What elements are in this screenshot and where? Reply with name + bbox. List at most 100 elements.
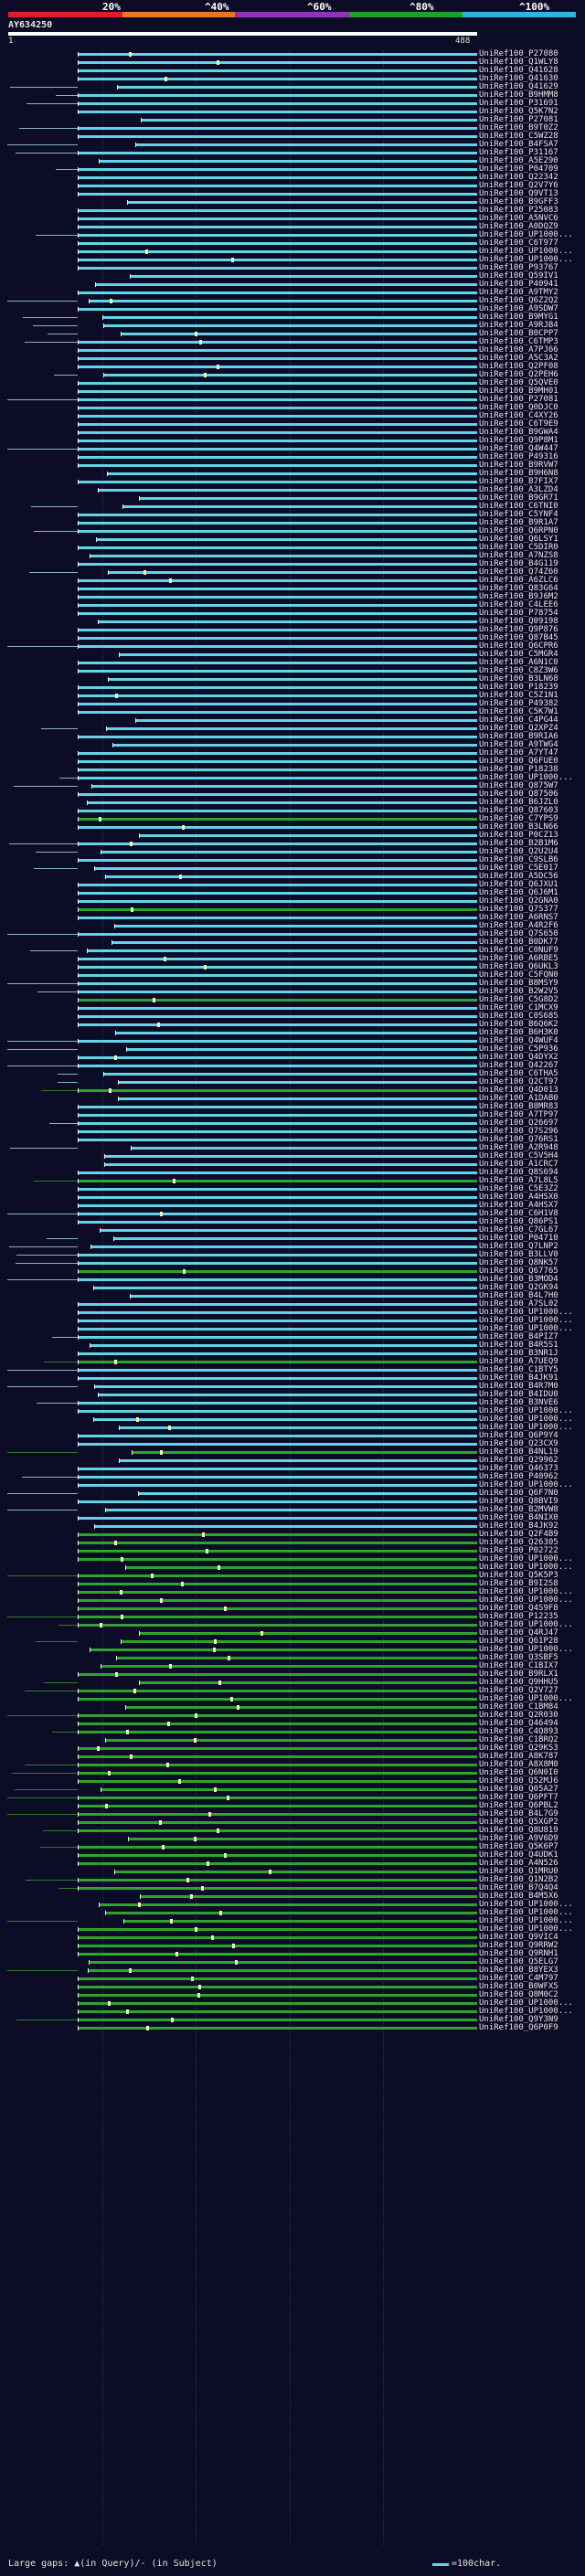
hit-label-link[interactable]: UniRef100_A7YT47 <box>479 748 558 758</box>
hit-bar[interactable] <box>77 1361 477 1363</box>
hit-label-link[interactable]: UniRef100_B9GFF3 <box>479 197 558 207</box>
hit-label-link[interactable]: UniRef100_A5C3A2 <box>479 354 558 363</box>
hit-bar[interactable] <box>77 604 477 607</box>
hit-label-link[interactable]: UniRef100_C1BM84 <box>479 1702 558 1712</box>
hit-label-link[interactable]: UniRef100_Q46494 <box>479 1719 558 1728</box>
hit-label-link[interactable]: UniRef100_B3LN66 <box>479 822 558 832</box>
hit-label-link[interactable]: UniRef100_Q59IV1 <box>479 271 558 281</box>
hit-bar[interactable] <box>77 1821 477 1824</box>
hit-bar[interactable] <box>77 843 477 845</box>
hit-label-link[interactable]: UniRef100_P04710 <box>479 1234 558 1243</box>
hit-bar[interactable] <box>77 1196 477 1199</box>
hit-bar[interactable] <box>77 1977 477 1980</box>
hit-bar[interactable] <box>122 505 477 508</box>
hit-bar[interactable] <box>77 1139 477 1141</box>
hit-bar[interactable] <box>117 1081 477 1084</box>
hit-label-link[interactable]: UniRef100_UP1000... <box>479 1924 573 1934</box>
hit-bar[interactable] <box>77 1311 477 1314</box>
hit-label-link[interactable]: UniRef100_Q76RS1 <box>479 1135 558 1144</box>
hit-label-link[interactable]: UniRef100_B0WFX5 <box>479 1982 558 1991</box>
hit-label-link[interactable]: UniRef100_P12235 <box>479 1612 558 1621</box>
hit-bar[interactable] <box>77 1320 477 1322</box>
hit-bar[interactable] <box>77 292 477 294</box>
hit-bar[interactable] <box>77 1171 477 1174</box>
hit-bar[interactable] <box>77 1698 477 1701</box>
hit-bar[interactable] <box>89 300 477 302</box>
hit-label-link[interactable]: UniRef100_Q9P8M1 <box>479 436 558 445</box>
hit-bar[interactable] <box>77 226 477 228</box>
hit-label-link[interactable]: UniRef100_UP1000... <box>479 1595 573 1605</box>
hit-label-link[interactable]: UniRef100_Q9RNH1 <box>479 1949 558 1958</box>
hit-bar[interactable] <box>77 1854 477 1857</box>
hit-label-link[interactable]: UniRef100_Q83G64 <box>479 584 558 593</box>
hit-label-link[interactable]: UniRef100_Q0DJC0 <box>479 403 558 412</box>
hit-label-link[interactable]: UniRef100_Q2R030 <box>479 1711 558 1720</box>
hit-label-link[interactable]: UniRef100_A2R948 <box>479 1143 558 1152</box>
hit-bar[interactable] <box>87 801 477 804</box>
hit-label-link[interactable]: UniRef100_B2W2V5 <box>479 987 558 996</box>
hit-bar[interactable] <box>77 1574 477 1577</box>
hit-label-link[interactable]: UniRef100_Q29962 <box>479 1456 558 1465</box>
hit-label-link[interactable]: UniRef100_B7FIX7 <box>479 477 558 486</box>
hit-label-link[interactable]: UniRef100_Q2V7Y6 <box>479 181 558 190</box>
hit-bar[interactable] <box>118 653 477 656</box>
hit-label-link[interactable]: UniRef100_P02722 <box>479 1546 558 1555</box>
hit-bar[interactable] <box>112 941 477 944</box>
hit-label-link[interactable]: UniRef100_B9H6N8 <box>479 469 558 478</box>
hit-label-link[interactable]: UniRef100_B4G119 <box>479 559 558 568</box>
hit-label-link[interactable]: UniRef100_Q5XGP2 <box>479 1818 558 1827</box>
hit-bar[interactable] <box>118 1459 477 1462</box>
hit-label-link[interactable]: UniRef100_Q23CX9 <box>479 1439 558 1448</box>
hit-label-link[interactable]: UniRef100_C5E3Z2 <box>479 1184 558 1193</box>
hit-bar[interactable] <box>90 1246 477 1248</box>
hit-bar[interactable] <box>77 1599 477 1602</box>
hit-label-link[interactable]: UniRef100_B9MH01 <box>479 387 558 396</box>
hit-bar[interactable] <box>101 851 477 853</box>
hit-label-link[interactable]: UniRef100_Q6Z2Q2 <box>479 296 558 305</box>
hit-label-link[interactable]: UniRef100_P49382 <box>479 699 558 708</box>
hit-bar[interactable] <box>77 1262 477 1265</box>
hit-label-link[interactable]: UniRef100_Q6CPR6 <box>479 641 558 651</box>
hit-bar[interactable] <box>94 867 477 870</box>
hit-bar[interactable] <box>77 999 477 1002</box>
hit-label-link[interactable]: UniRef100_Q2U2U4 <box>479 847 558 856</box>
hit-bar[interactable] <box>115 1032 477 1034</box>
hit-label-link[interactable]: UniRef100_UP1000... <box>479 1423 573 1432</box>
hit-label-link[interactable]: UniRef100_Q41630 <box>479 74 558 83</box>
hit-label-link[interactable]: UniRef100_Q67765 <box>479 1267 558 1276</box>
hit-label-link[interactable]: UniRef100_B4L7G9 <box>479 1809 558 1818</box>
hit-bar[interactable] <box>103 1155 477 1158</box>
hit-label-link[interactable]: UniRef100_P40941 <box>479 280 558 289</box>
hit-bar[interactable] <box>77 645 477 648</box>
hit-bar[interactable] <box>77 2027 477 2030</box>
hit-label-link[interactable]: UniRef100_B4PIZ7 <box>479 1332 558 1341</box>
hit-label-link[interactable]: UniRef100_Q1N2B2 <box>479 1875 558 1884</box>
hit-label-link[interactable]: UniRef100_B3LN68 <box>479 674 558 684</box>
hit-bar[interactable] <box>77 1846 477 1849</box>
hit-label-link[interactable]: UniRef100_UP1000... <box>479 1587 573 1596</box>
hit-bar[interactable] <box>77 481 477 483</box>
hit-bar[interactable] <box>122 1920 477 1923</box>
hit-bar[interactable] <box>119 1426 477 1429</box>
hit-label-link[interactable]: UniRef100_B3LLV0 <box>479 1250 558 1259</box>
hit-label-link[interactable]: UniRef100_C6T977 <box>479 239 558 248</box>
hit-bar[interactable] <box>77 1550 477 1553</box>
hit-label-link[interactable]: UniRef100_Q87603 <box>479 806 558 815</box>
hit-bar[interactable] <box>91 785 477 788</box>
hit-bar[interactable] <box>77 1278 477 1281</box>
hit-label-link[interactable]: UniRef100_Q46373 <box>479 1464 558 1473</box>
hit-bar[interactable] <box>77 102 477 105</box>
hit-label-link[interactable]: UniRef100_B0DK77 <box>479 938 558 947</box>
hit-label-link[interactable]: UniRef100_A7UEQ9 <box>479 1357 558 1366</box>
hit-bar[interactable] <box>77 1764 477 1766</box>
hit-bar[interactable] <box>139 1895 477 1898</box>
hit-bar[interactable] <box>116 1657 477 1659</box>
hit-label-link[interactable]: UniRef100_Q87506 <box>479 790 558 799</box>
hit-label-link[interactable]: UniRef100_Q9RRW2 <box>479 1941 558 1950</box>
hit-bar[interactable] <box>77 933 477 936</box>
hit-bar[interactable] <box>77 1336 477 1339</box>
hit-label-link[interactable]: UniRef100_UP1000... <box>479 230 573 239</box>
hit-label-link[interactable]: UniRef100_B4NL19 <box>479 1447 558 1457</box>
hit-label-link[interactable]: UniRef100_B7Q4Q4 <box>479 1883 558 1892</box>
hit-label-link[interactable]: UniRef100_A5DC56 <box>479 872 558 881</box>
